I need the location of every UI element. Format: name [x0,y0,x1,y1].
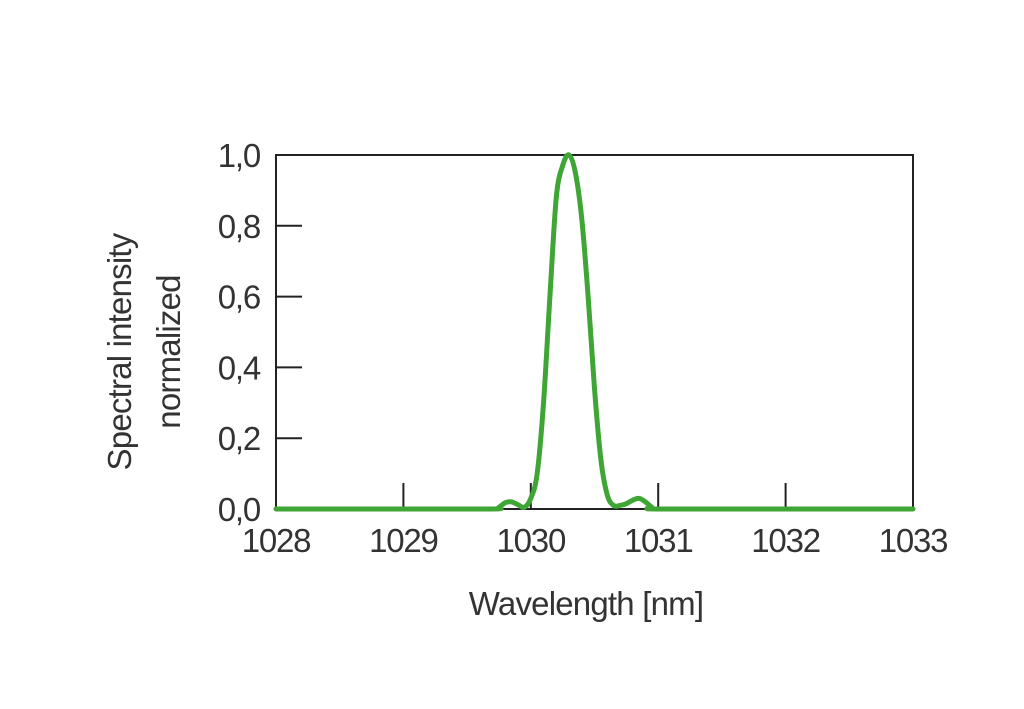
y-tick-label: 0,4 [218,349,261,386]
x-tick-label: 1029 [369,522,438,559]
y-tick-label: 1,0 [218,137,261,174]
y-tick-label: 0,6 [218,279,260,316]
x-tick-label: 1028 [242,522,311,559]
x-tick-label: 1033 [879,522,948,559]
spectrum-line [273,152,916,512]
x-axis-title: Wavelength [nm] [469,585,703,622]
x-tick-label: 1030 [496,522,565,559]
y-tick-label: 0,2 [218,420,260,457]
x-tick-label: 1031 [624,522,693,559]
y-axis-title-line-1: Spectral intensity [101,232,138,470]
x-tick-label: 1032 [751,522,820,559]
plot-frame [275,154,914,510]
y-tick-label: 0,8 [218,208,260,245]
y-tick-label: 0,0 [218,491,261,528]
y-axis-title-line-2: normalized [150,275,187,428]
